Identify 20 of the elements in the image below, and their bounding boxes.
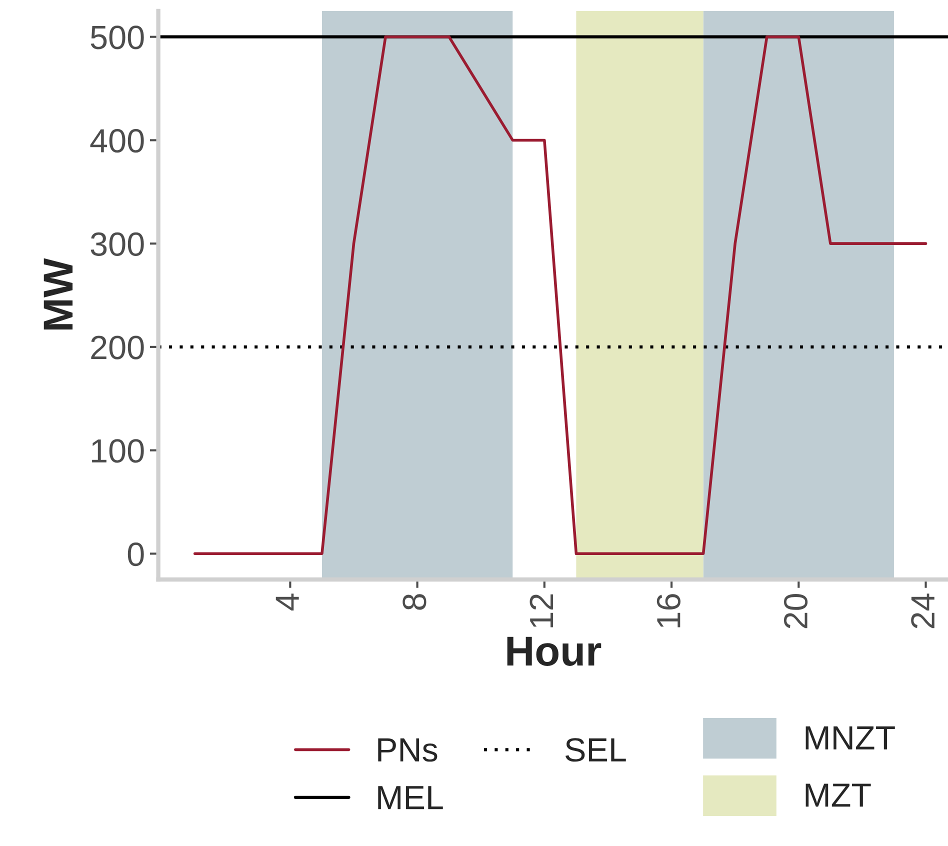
y-tick-label: 0: [128, 542, 144, 566]
legend-label: PNs: [378, 738, 438, 762]
legend-label: MZT: [806, 784, 871, 807]
x-tick-label: 20: [784, 594, 808, 628]
y-tick-label: 100: [92, 439, 144, 463]
x-tick-label: 12: [530, 594, 554, 628]
legend-label: MEL: [378, 786, 443, 810]
y-tick-label: 300: [90, 232, 144, 256]
y-tick-label: 400: [90, 129, 144, 153]
line-series: [193, 35, 928, 556]
y-tick-label: 200: [91, 336, 144, 360]
y-axis-title: MW: [44, 258, 73, 330]
x-tick-label: 24: [911, 594, 934, 628]
x-tick-label: 8: [402, 594, 426, 610]
x-tick-label: 16: [656, 594, 680, 628]
y-tick-label: 500: [90, 26, 144, 50]
x-axis-title: Hour: [507, 636, 602, 666]
x-tick-label: 4: [276, 594, 299, 610]
legend-label: SEL: [565, 738, 626, 762]
legend-label: MNZT: [806, 726, 895, 750]
